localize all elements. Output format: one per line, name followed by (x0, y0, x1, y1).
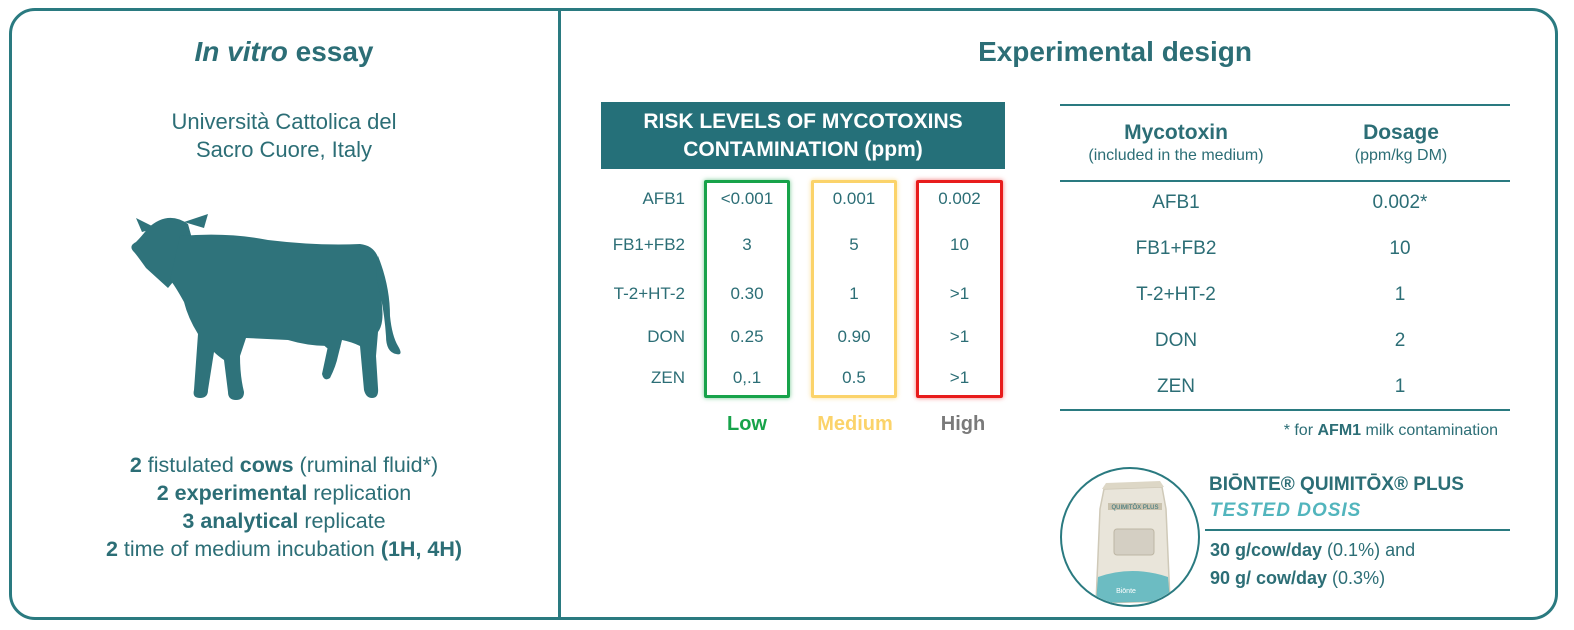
medium-value: 0.5 (842, 368, 866, 387)
dosage-mycotoxin: FB1+FB2 (1135, 238, 1217, 259)
high-level-label: High (940, 413, 986, 435)
dosage-mycotoxin: T-2+HT-2 (1136, 284, 1216, 305)
dosage-footnote: * for AFM1 milk contamination (1283, 422, 1498, 439)
product-dose-1: 30 g/cow/day (0.1%) and (1210, 540, 1416, 560)
right-title: Experimental design (978, 36, 1252, 67)
dosage-mycotoxin: ZEN (1157, 376, 1195, 397)
low-level-label: Low (727, 413, 767, 435)
low-value: <0.001 (720, 189, 774, 208)
high-value: 10 (950, 235, 969, 254)
dosage-value: 1 (1394, 376, 1406, 397)
dosage-column-header: Dosage (ppm/kg DM) (1354, 121, 1448, 164)
risk-row-label: ZEN (651, 368, 685, 387)
study-facts: 2 fistulated cows (ruminal fluid*) 2 exp… (20, 451, 548, 563)
panel-divider (558, 10, 561, 618)
fact-analytical: 3 analytical replicate (182, 509, 386, 533)
risk-row-label: AFB1 (642, 189, 685, 208)
dosage-table-header-rule (1060, 180, 1510, 182)
svg-text:QUIMITŌX PLUS: QUIMITŌX PLUS (1111, 504, 1158, 511)
fact-cows: 2 fistulated cows (ruminal fluid*) (129, 453, 439, 477)
high-value: >1 (949, 368, 970, 387)
cow-icon (131, 214, 401, 400)
institution-line-1: Università Cattolica del (171, 109, 397, 134)
high-value: >1 (949, 284, 970, 303)
medium-level-box (811, 180, 897, 398)
fact-incubation: 2 time of medium incubation (1H, 4H) (105, 537, 463, 561)
risk-row-label: FB1+FB2 (612, 235, 685, 254)
mycotoxin-column-header: Mycotoxin (included in the medium) (1088, 121, 1264, 164)
medium-value: 1 (849, 284, 859, 303)
institution: Università Cattolica del Sacro Cuore, It… (20, 108, 548, 164)
high-value: >1 (949, 327, 970, 346)
svg-text:Biōnte: Biōnte (1116, 588, 1136, 595)
left-title-rest: essay (295, 36, 374, 67)
product-image: QUIMITŌX PLUS Biōnte (1060, 467, 1200, 607)
product-subtitle: TESTED DOSIS (1210, 500, 1362, 521)
risk-table-header: RISK LEVELS OF MYCOTOXINS CONTAMINATION … (601, 102, 1005, 169)
medium-value: 0.001 (832, 189, 876, 208)
institution-line-2: Sacro Cuore, Italy (195, 137, 373, 162)
dosage-value: 1 (1394, 284, 1406, 305)
left-title-italic: In vitro (194, 36, 288, 67)
low-value: 0,.1 (732, 368, 762, 387)
dosage-mycotoxin: AFB1 (1152, 192, 1200, 213)
product-dose-2: 90 g/ cow/day (0.3%) (1210, 568, 1386, 588)
dosage-table-bottom-rule (1060, 409, 1510, 411)
medium-value: 0.90 (837, 327, 871, 346)
dosage-value: 10 (1389, 238, 1411, 259)
fact-experimental: 2 experimental replication (156, 481, 412, 505)
product-rule (1205, 529, 1510, 531)
risk-row-label: DON (647, 327, 685, 346)
risk-row-label: T-2+HT-2 (613, 284, 685, 303)
dosage-value: 0.002* (1372, 192, 1428, 213)
high-level-box (916, 180, 1003, 398)
card-frame (9, 8, 1558, 620)
dosage-value: 2 (1394, 330, 1406, 351)
dosage-table-top-rule (1060, 104, 1510, 106)
low-value: 0.30 (730, 284, 764, 303)
low-value: 0.25 (730, 327, 764, 346)
product-name: BIŌNTE® QUIMITŌX® PLUS (1209, 474, 1464, 495)
high-value: 0.002 (938, 189, 981, 208)
left-title: In vitro essay (20, 36, 548, 68)
low-value: 3 (742, 235, 752, 254)
dosage-mycotoxin: DON (1154, 330, 1198, 351)
product-bag-icon: QUIMITŌX PLUS Biōnte (1095, 481, 1171, 604)
medium-value: 5 (849, 235, 859, 254)
medium-level-label: Medium (817, 413, 893, 435)
low-level-box (704, 180, 790, 398)
